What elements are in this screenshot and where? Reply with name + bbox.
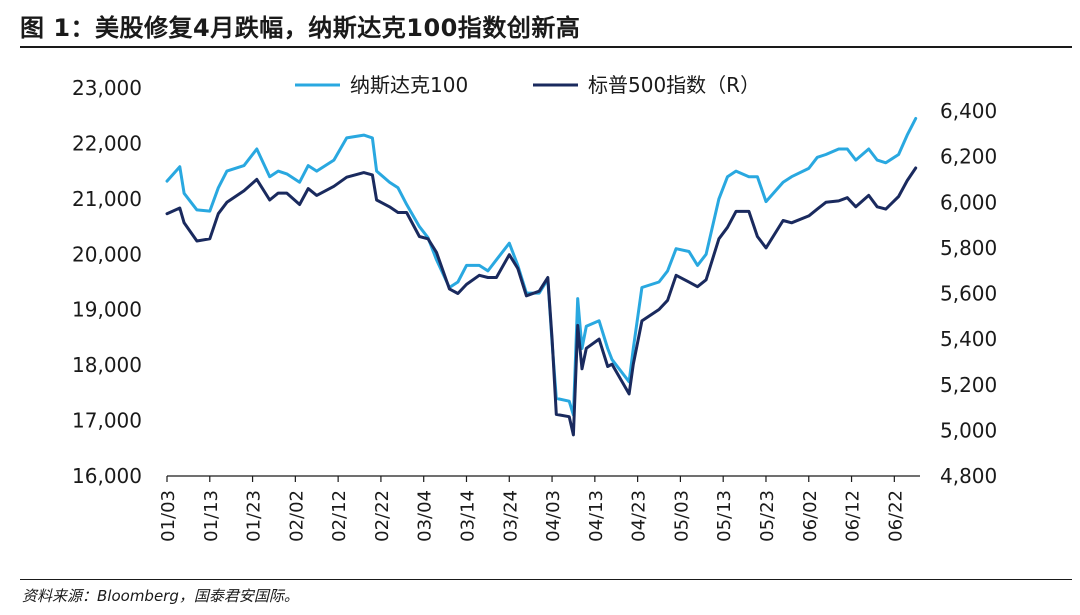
left-y-tick-label: 16,000 <box>72 464 142 488</box>
series-line-nasdaq100 <box>165 117 918 417</box>
x-tick-label: 03/14 <box>457 490 478 542</box>
left-y-tick-label: 21,000 <box>72 187 142 211</box>
x-tick-label: 05/23 <box>757 490 778 542</box>
right-y-tick-label: 6,400 <box>940 99 997 123</box>
right-y-tick-label: 6,000 <box>940 190 997 214</box>
x-axis: 01/03 01/13 01/23 02/02 02/12 02/22 03/04 03/14… <box>158 475 920 542</box>
right-y-tick-label: 5,200 <box>940 373 997 397</box>
x-tick-label: 04/03 <box>543 490 564 542</box>
left-y-tick-label: 20,000 <box>72 242 142 266</box>
right-y-tick-label: 5,600 <box>940 282 997 306</box>
left-y-tick-label: 19,000 <box>72 298 142 322</box>
series-layer <box>165 117 918 437</box>
x-tick-label: 04/13 <box>586 490 607 542</box>
x-tick-label: 01/23 <box>244 490 265 542</box>
right-y-tick-label: 4,800 <box>940 464 997 488</box>
x-tick-label: 05/03 <box>671 490 692 542</box>
legend: 纳斯达克100 标普500指数（R） <box>295 73 760 97</box>
right-y-tick-label: 5,400 <box>940 327 997 351</box>
source-note: 资料来源：Bloomberg，国泰君安国际。 <box>22 587 299 605</box>
right-y-tick-label: 6,200 <box>940 145 997 169</box>
left-y-axis: 16,000 17,000 18,000 19,000 20,000 21,000 22,0… <box>72 76 142 488</box>
x-tick-label: 03/04 <box>415 490 436 542</box>
source-rule <box>20 579 1072 580</box>
x-tick-label: 01/03 <box>158 490 179 542</box>
x-tick-label: 01/13 <box>201 490 222 542</box>
legend-label: 纳斯达克100 <box>350 73 468 97</box>
left-y-tick-label: 22,000 <box>72 131 142 155</box>
right-y-tick-label: 5,000 <box>940 418 997 442</box>
right-y-tick-label: 5,800 <box>940 236 997 260</box>
left-y-tick-label: 18,000 <box>72 353 142 377</box>
x-tick-label: 06/22 <box>885 490 906 542</box>
x-tick-label: 04/23 <box>629 490 650 542</box>
series-line-sp500 <box>165 166 918 437</box>
right-y-axis: 4,800 5,000 5,200 5,400 5,600 5,800 6,000 6,200… <box>940 99 997 488</box>
figure-title: 图 1：美股修复4月跌幅，纳斯达克100指数创新高 <box>20 14 581 42</box>
x-tick-label: 02/22 <box>372 490 393 542</box>
left-y-tick-label: 17,000 <box>72 409 142 433</box>
x-tick-label: 02/02 <box>286 490 307 542</box>
x-tick-label: 06/02 <box>800 490 821 542</box>
left-y-tick-label: 23,000 <box>72 76 142 100</box>
x-tick-label: 02/12 <box>329 490 350 542</box>
legend-label: 标普500指数（R） <box>588 73 760 97</box>
title-rule <box>20 46 1072 48</box>
x-tick-label: 03/24 <box>500 490 521 542</box>
x-tick-label: 05/13 <box>714 490 735 542</box>
x-tick-label: 06/12 <box>843 490 864 542</box>
